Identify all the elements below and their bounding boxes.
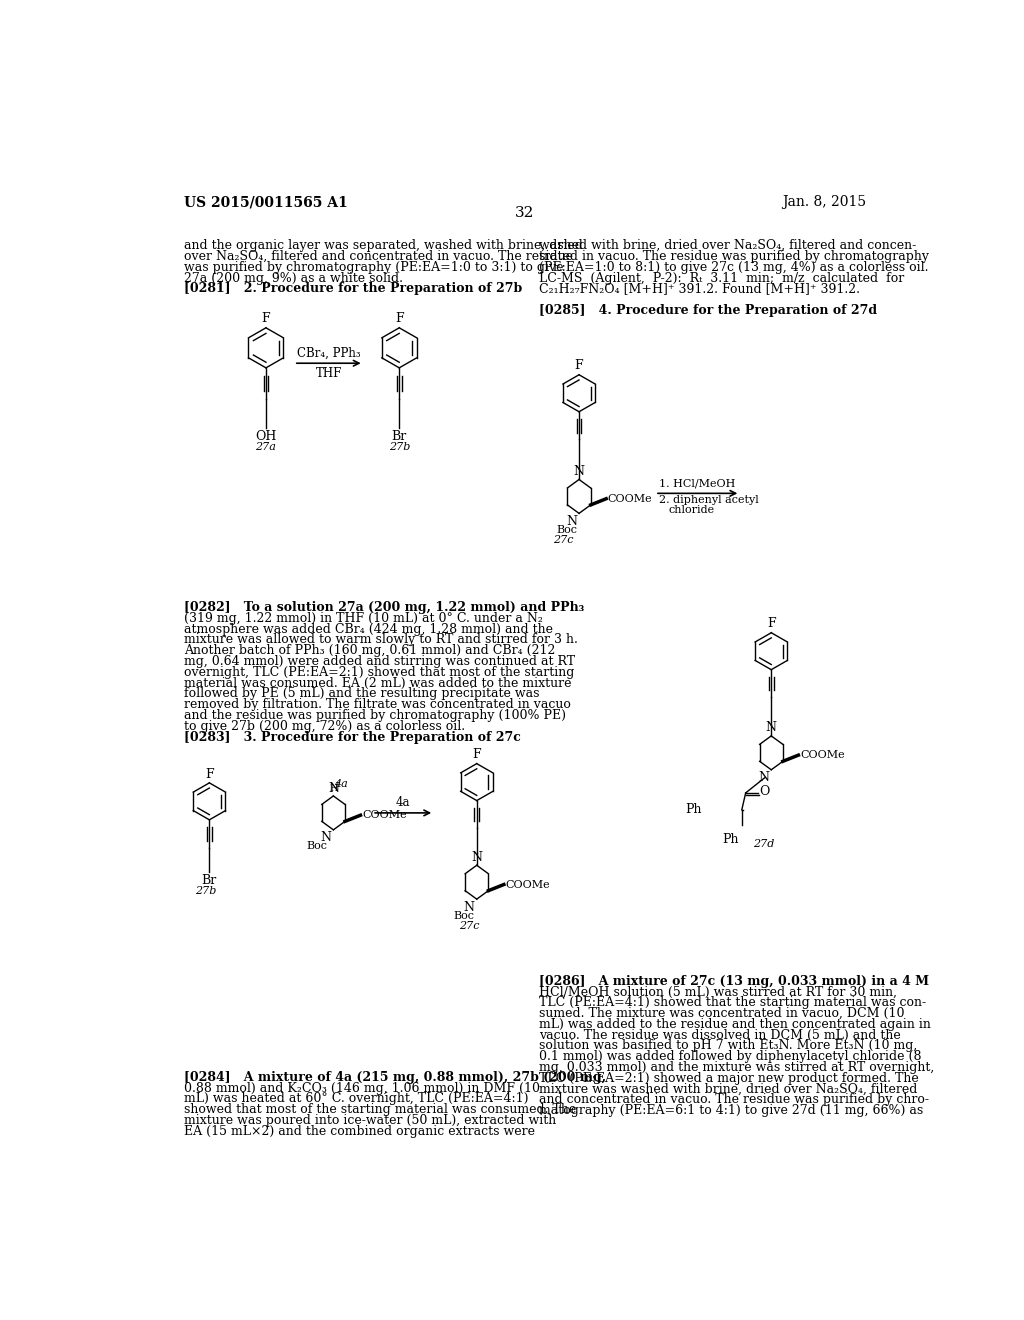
Text: H: H xyxy=(329,784,338,793)
Text: F: F xyxy=(262,313,270,326)
Text: N: N xyxy=(321,832,331,845)
Text: mixture was allowed to warm slowly to RT and stirred for 3 h.: mixture was allowed to warm slowly to RT… xyxy=(183,634,578,647)
Text: EA (15 mL×2) and the combined organic extracts were: EA (15 mL×2) and the combined organic ex… xyxy=(183,1125,535,1138)
Text: [0286]   A mixture of 27c (13 mg, 0.033 mmol) in a 4 M: [0286] A mixture of 27c (13 mg, 0.033 mm… xyxy=(539,974,929,987)
Text: 4a: 4a xyxy=(396,796,411,809)
Text: (PE:EA=1:0 to 8:1) to give 27c (13 mg, 4%) as a colorless oil.: (PE:EA=1:0 to 8:1) to give 27c (13 mg, 4… xyxy=(539,261,928,273)
Text: Boc: Boc xyxy=(306,841,328,851)
Text: mg, 0.64 mmol) were added and stirring was continued at RT: mg, 0.64 mmol) were added and stirring w… xyxy=(183,655,574,668)
Text: 2. diphenyl acetyl: 2. diphenyl acetyl xyxy=(658,495,759,504)
Text: F: F xyxy=(205,767,214,780)
Text: TLC (PE:EA=2:1) showed a major new product formed. The: TLC (PE:EA=2:1) showed a major new produ… xyxy=(539,1072,919,1085)
Text: showed that most of the starting material was consumed. The: showed that most of the starting materia… xyxy=(183,1104,577,1117)
Text: Br: Br xyxy=(391,430,407,444)
Text: mL) was heated at 60° C. overnight, TLC (PE:EA=4:1): mL) was heated at 60° C. overnight, TLC … xyxy=(183,1093,528,1105)
Text: 4a: 4a xyxy=(334,779,348,789)
Text: chloride: chloride xyxy=(669,506,715,515)
Text: and concentrated in vacuo. The residue was purified by chro-: and concentrated in vacuo. The residue w… xyxy=(539,1093,929,1106)
Text: 27b: 27b xyxy=(195,886,216,896)
Text: TLC (PE:EA=4:1) showed that the starting material was con-: TLC (PE:EA=4:1) showed that the starting… xyxy=(539,997,926,1010)
Text: LC-MS  (Agilent,  P-2):  Rₜ  3.11  min;  m/z  calculated  for: LC-MS (Agilent, P-2): Rₜ 3.11 min; m/z c… xyxy=(539,272,904,285)
Text: to give 27b (200 mg, 72%) as a colorless oil.: to give 27b (200 mg, 72%) as a colorless… xyxy=(183,719,465,733)
Text: [0281]   2. Procedure for the Preparation of 27b: [0281] 2. Procedure for the Preparation … xyxy=(183,282,522,296)
Text: 27c: 27c xyxy=(459,921,479,931)
Text: 32: 32 xyxy=(515,206,535,220)
Text: [0285]   4. Procedure for the Preparation of 27d: [0285] 4. Procedure for the Preparation … xyxy=(539,304,877,317)
Text: atmosphere was added CBr₄ (424 mg, 1.28 mmol) and the: atmosphere was added CBr₄ (424 mg, 1.28 … xyxy=(183,623,553,636)
Text: vacuo. The residue was dissolved in DCM (5 mL) and the: vacuo. The residue was dissolved in DCM … xyxy=(539,1028,900,1041)
Text: CBr₄, PPh₃: CBr₄, PPh₃ xyxy=(297,346,360,359)
Text: C₂₁H₂₇FN₂O₄ [M+H]⁺ 391.2. Found [M+H]⁺ 391.2.: C₂₁H₂₇FN₂O₄ [M+H]⁺ 391.2. Found [M+H]⁺ 3… xyxy=(539,282,860,296)
Text: F: F xyxy=(574,359,584,372)
Text: [0284]   A mixture of 4a (215 mg, 0.88 mmol), 27b (200 mg,: [0284] A mixture of 4a (215 mg, 0.88 mmo… xyxy=(183,1071,606,1084)
Text: COOMe: COOMe xyxy=(800,750,845,760)
Text: Boc: Boc xyxy=(556,525,578,535)
Text: was purified by chromatography (PE:EA=1:0 to 3:1) to give: was purified by chromatography (PE:EA=1:… xyxy=(183,261,563,273)
Text: Jan. 8, 2015: Jan. 8, 2015 xyxy=(781,195,866,210)
Text: N: N xyxy=(464,900,474,913)
Text: mL) was added to the residue and then concentrated again in: mL) was added to the residue and then co… xyxy=(539,1018,931,1031)
Text: N: N xyxy=(328,783,339,795)
Text: sumed. The mixture was concentrated in vacuo, DCM (10: sumed. The mixture was concentrated in v… xyxy=(539,1007,904,1020)
Text: followed by PE (5 mL) and the resulting precipitate was: followed by PE (5 mL) and the resulting … xyxy=(183,688,540,701)
Text: Ph: Ph xyxy=(686,804,702,816)
Text: matography (PE:EA=6:1 to 4:1) to give 27d (11 mg, 66%) as: matography (PE:EA=6:1 to 4:1) to give 27… xyxy=(539,1104,923,1117)
Text: O: O xyxy=(760,785,770,797)
Text: HCl/MeOH solution (5 mL) was stirred at RT for 30 min,: HCl/MeOH solution (5 mL) was stirred at … xyxy=(539,985,897,998)
Text: mixture was washed with brine, dried over Na₂SO₄, filtered: mixture was washed with brine, dried ove… xyxy=(539,1082,918,1096)
Text: COOMe: COOMe xyxy=(607,494,652,504)
Text: N: N xyxy=(759,771,770,784)
Text: material was consumed. EA (2 mL) was added to the mixture: material was consumed. EA (2 mL) was add… xyxy=(183,677,571,689)
Text: N: N xyxy=(766,721,777,734)
Text: THF: THF xyxy=(315,367,342,380)
Text: and the residue was purified by chromatography (100% PE): and the residue was purified by chromato… xyxy=(183,709,566,722)
Text: N: N xyxy=(471,850,482,863)
Text: removed by filtration. The filtrate was concentrated in vacuo: removed by filtration. The filtrate was … xyxy=(183,698,570,711)
Text: OH: OH xyxy=(255,430,276,444)
Text: F: F xyxy=(767,618,775,631)
Text: Boc: Boc xyxy=(454,911,474,920)
Text: mixture was poured into ice-water (50 mL), extracted with: mixture was poured into ice-water (50 mL… xyxy=(183,1114,556,1127)
Text: US 2015/0011565 A1: US 2015/0011565 A1 xyxy=(183,195,347,210)
Text: N: N xyxy=(566,515,578,528)
Text: (319 mg, 1.22 mmol) in THF (10 mL) at 0° C. under a N₂: (319 mg, 1.22 mmol) in THF (10 mL) at 0°… xyxy=(183,612,543,624)
Text: 27a: 27a xyxy=(256,442,276,451)
Text: [0283]   3. Procedure for the Preparation of 27c: [0283] 3. Procedure for the Preparation … xyxy=(183,730,520,743)
Text: F: F xyxy=(472,748,481,762)
Text: 27a (200 mg, 9%) as a white solid.: 27a (200 mg, 9%) as a white solid. xyxy=(183,272,402,285)
Text: 1. HCl/MeOH: 1. HCl/MeOH xyxy=(658,479,735,488)
Text: 27c: 27c xyxy=(553,535,573,545)
Text: trated in vacuo. The residue was purified by chromatography: trated in vacuo. The residue was purifie… xyxy=(539,249,929,263)
Text: 0.1 mmol) was added followed by diphenylacetyl chloride (8: 0.1 mmol) was added followed by diphenyl… xyxy=(539,1051,922,1063)
Text: overnight, TLC (PE:EA=2:1) showed that most of the starting: overnight, TLC (PE:EA=2:1) showed that m… xyxy=(183,665,574,678)
Text: COOMe: COOMe xyxy=(506,879,550,890)
Text: over Na₂SO₄, filtered and concentrated in vacuo. The residue: over Na₂SO₄, filtered and concentrated i… xyxy=(183,249,572,263)
Text: Ph: Ph xyxy=(722,833,738,846)
Text: and the organic layer was separated, washed with brine, dried: and the organic layer was separated, was… xyxy=(183,239,583,252)
Text: N: N xyxy=(573,465,585,478)
Text: F: F xyxy=(395,313,403,326)
Text: Another batch of PPh₃ (160 mg, 0.61 mmol) and CBr₄ (212: Another batch of PPh₃ (160 mg, 0.61 mmol… xyxy=(183,644,555,657)
Text: COOMe: COOMe xyxy=(362,810,407,820)
Text: washed with brine, dried over Na₂SO₄, filtered and concen-: washed with brine, dried over Na₂SO₄, fi… xyxy=(539,239,916,252)
Text: 27b: 27b xyxy=(388,442,410,451)
Text: 0.88 mmol) and K₂CO₃ (146 mg, 1.06 mmol) in DMF (10: 0.88 mmol) and K₂CO₃ (146 mg, 1.06 mmol)… xyxy=(183,1081,540,1094)
Text: 27d: 27d xyxy=(753,840,774,849)
Text: solution was basified to pH 7 with Et₃N. More Et₃N (10 mg,: solution was basified to pH 7 with Et₃N.… xyxy=(539,1039,918,1052)
Text: [0282]   To a solution 27a (200 mg, 1.22 mmol) and PPh₃: [0282] To a solution 27a (200 mg, 1.22 m… xyxy=(183,601,584,614)
Text: Br: Br xyxy=(202,875,217,887)
Text: mg, 0.033 mmol) and the mixture was stirred at RT overnight,: mg, 0.033 mmol) and the mixture was stir… xyxy=(539,1061,934,1074)
